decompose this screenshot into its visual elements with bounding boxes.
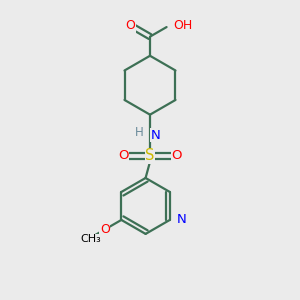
- Text: N: N: [177, 213, 187, 226]
- Text: O: O: [118, 149, 129, 162]
- Text: O: O: [125, 19, 135, 32]
- Text: CH₃: CH₃: [80, 234, 101, 244]
- Text: N: N: [151, 129, 160, 142]
- Text: H: H: [134, 126, 143, 140]
- Text: O: O: [171, 149, 182, 162]
- Text: O: O: [100, 223, 110, 236]
- Text: S: S: [145, 148, 155, 164]
- Text: OH: OH: [173, 19, 192, 32]
